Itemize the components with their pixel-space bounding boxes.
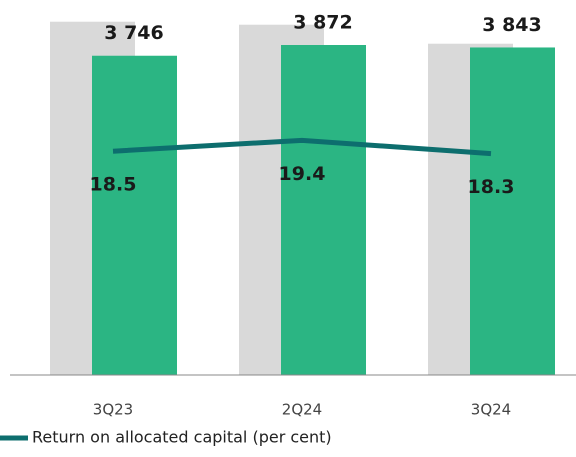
bar xyxy=(281,45,366,375)
x-tick-label: 3Q24 xyxy=(471,401,511,419)
value-label: 3 843 xyxy=(482,14,542,36)
value-label: 3 872 xyxy=(293,12,353,34)
x-tick-label: 3Q23 xyxy=(93,401,133,419)
bar xyxy=(92,55,177,375)
value-label: 19.4 xyxy=(279,163,326,185)
bar xyxy=(470,47,555,376)
line xyxy=(112,137,492,157)
legend-label: Return on allocated capital (per cent) xyxy=(32,428,332,447)
value-label: 18.5 xyxy=(90,174,137,196)
value-label: 3 746 xyxy=(104,22,164,44)
value-label: 18.3 xyxy=(468,176,515,198)
x-tick-label: 2Q24 xyxy=(282,401,322,419)
